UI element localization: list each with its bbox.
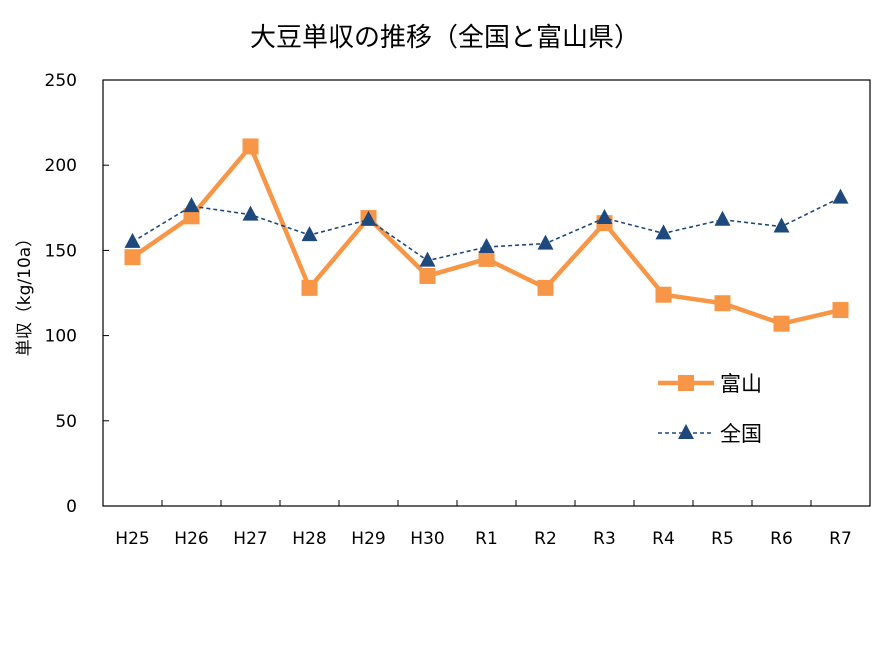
data-point-triangle <box>655 224 672 240</box>
x-tick-label: R7 <box>829 529 852 549</box>
data-point-triangle <box>301 226 318 242</box>
data-point-triangle <box>596 209 613 225</box>
x-tick-label: R3 <box>593 529 616 549</box>
series-layer <box>124 138 849 332</box>
data-point-square <box>124 249 141 266</box>
data-point-square <box>478 250 495 267</box>
y-tick-label: 250 <box>45 71 77 91</box>
y-tick-label: 200 <box>45 156 77 176</box>
x-tick-label: H27 <box>233 529 267 549</box>
x-axis-ticks: H25 H26 H27 H28 H29 H30 R1 R2 R3 R4 R5 R6 R7 <box>115 500 852 549</box>
x-tick-label: H25 <box>115 529 149 549</box>
y-tick-label: 150 <box>45 241 77 261</box>
data-point-square <box>301 279 318 296</box>
legend-label: 富山 <box>720 372 762 396</box>
data-point-triangle <box>537 234 554 250</box>
data-point-triangle <box>419 251 436 267</box>
y-axis-label: 単収（kg/10a） <box>15 230 35 356</box>
data-point-square <box>242 138 259 155</box>
x-tick-label: R1 <box>475 529 498 549</box>
data-point-square <box>655 286 672 303</box>
x-tick-label: R4 <box>652 529 675 549</box>
y-tick-label: 0 <box>66 497 77 517</box>
x-tick-label: H30 <box>410 529 444 549</box>
data-point-triangle <box>832 188 849 204</box>
x-tick-label: H26 <box>174 529 208 549</box>
y-tick-label: 100 <box>45 327 77 347</box>
data-point-square <box>832 302 849 319</box>
x-tick-label: R2 <box>534 529 557 549</box>
data-point-triangle <box>242 205 259 221</box>
plot-area <box>102 79 871 507</box>
data-point-square <box>537 279 554 296</box>
data-point-triangle <box>124 232 141 248</box>
data-point-triangle <box>183 197 200 213</box>
data-point-triangle <box>360 210 377 226</box>
legend-marker-triangle <box>678 424 694 439</box>
data-point-square <box>419 267 436 284</box>
x-tick-label: R6 <box>770 529 793 549</box>
data-point-triangle <box>478 237 495 253</box>
data-point-square <box>183 208 200 225</box>
x-tick-label: H29 <box>351 529 385 549</box>
data-point-square <box>773 315 790 332</box>
y-axis-ticks: 0 50 100 150 200 250 <box>45 71 109 517</box>
chart-title: 大豆単収の推移（全国と富山県） <box>250 23 640 53</box>
y-tick-label: 50 <box>55 412 77 432</box>
x-tick-label: R5 <box>711 529 734 549</box>
data-point-triangle <box>773 217 790 233</box>
legend-label: 全国 <box>720 422 762 446</box>
x-tick-label: H28 <box>292 529 326 549</box>
data-point-square <box>714 295 731 312</box>
legend-marker-square <box>678 375 694 391</box>
data-point-triangle <box>714 210 731 226</box>
